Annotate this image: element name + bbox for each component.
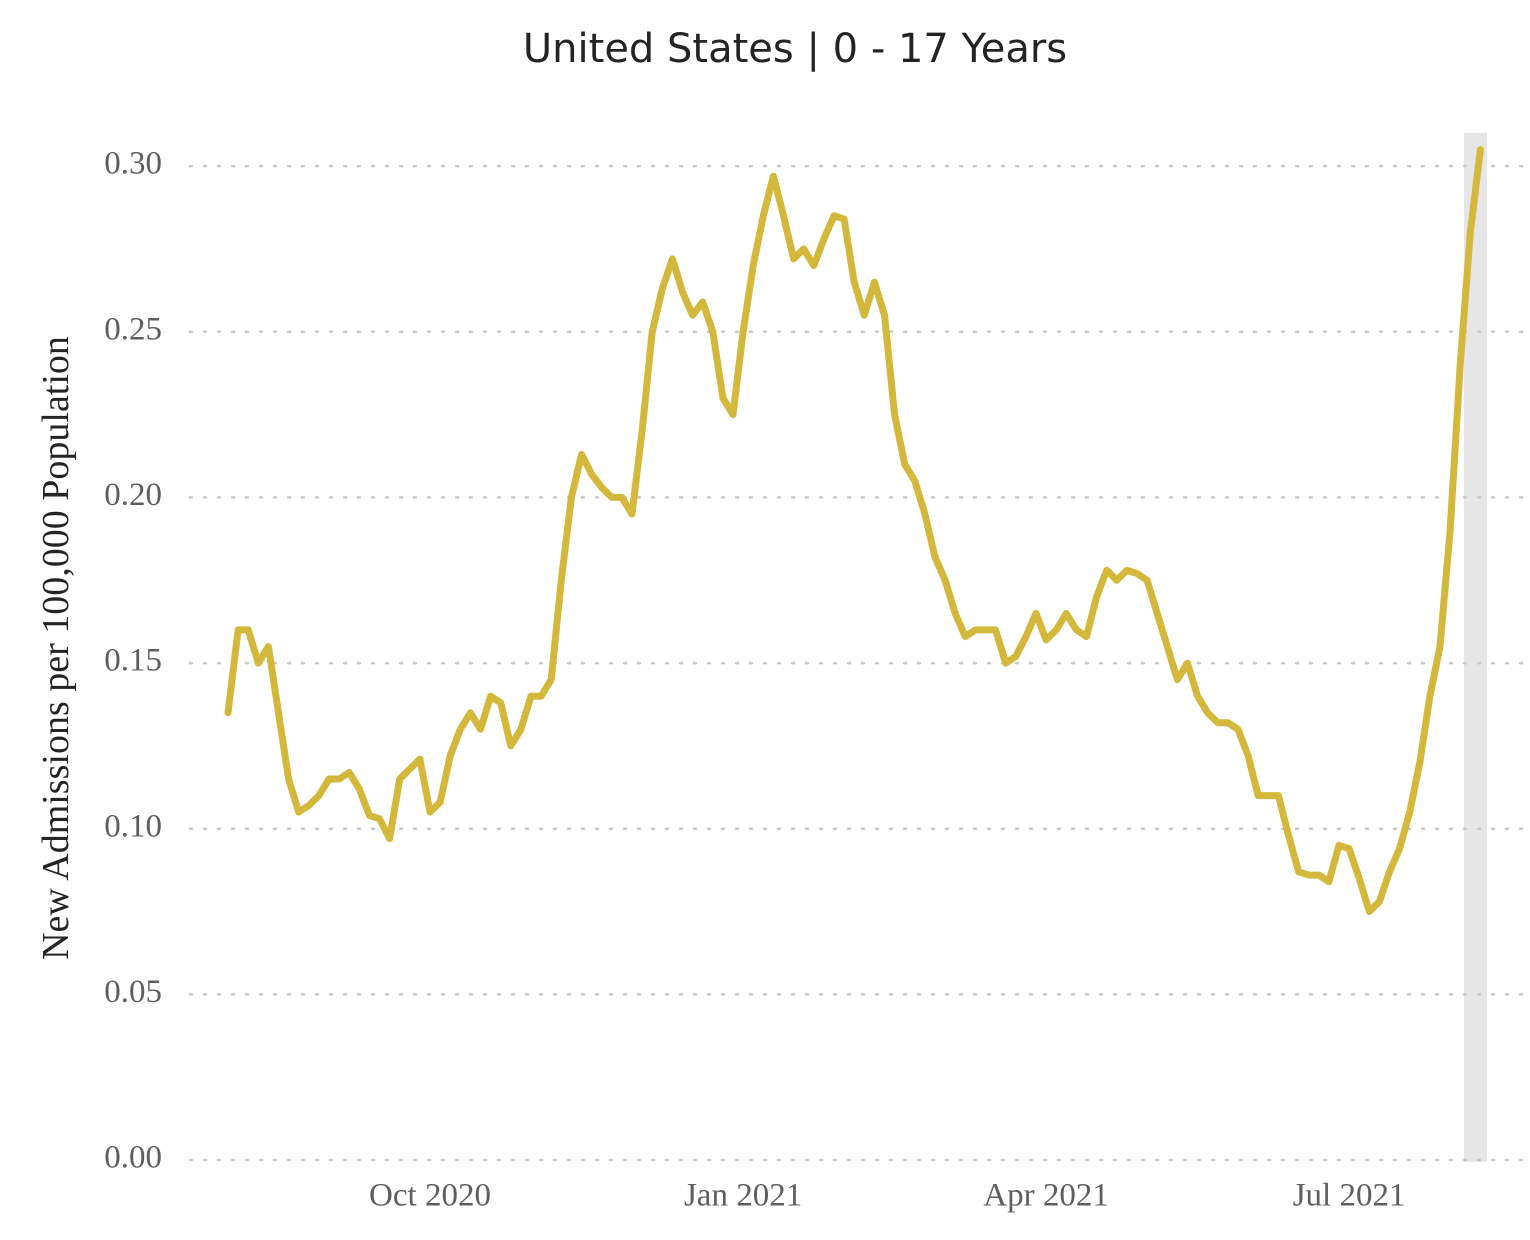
x-tick-label: Oct 2020 bbox=[369, 1178, 491, 1214]
y-tick-label: 0.00 bbox=[104, 1140, 162, 1176]
x-tick-label: Jul 2021 bbox=[1293, 1178, 1406, 1214]
x-tick-label: Apr 2021 bbox=[983, 1178, 1109, 1214]
series-line bbox=[224, 146, 1484, 915]
y-tick-label: 0.30 bbox=[104, 146, 162, 182]
y-axis-label: New Admissions per 100,000 Population bbox=[35, 336, 77, 960]
highlight-band bbox=[1464, 133, 1487, 1162]
y-tick-label: 0.25 bbox=[104, 311, 162, 347]
chart-title: United States | 0 - 17 Years bbox=[523, 26, 1067, 72]
y-tick-label: 0.10 bbox=[104, 808, 162, 844]
y-tick-label: 0.20 bbox=[104, 477, 162, 513]
y-tick-label: 0.15 bbox=[104, 643, 162, 679]
y-tick-label: 0.05 bbox=[104, 974, 162, 1010]
x-tick-label: Jan 2021 bbox=[684, 1178, 802, 1214]
